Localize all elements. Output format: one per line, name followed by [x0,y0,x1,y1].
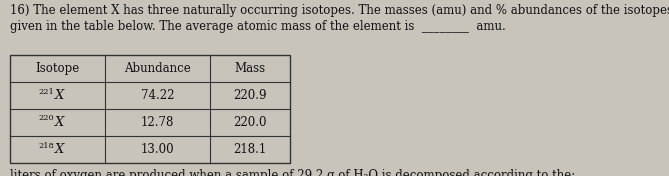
Text: given in the table below. The average atomic mass of the element is  ________  a: given in the table below. The average at… [10,20,506,33]
Text: 218.1: 218.1 [233,143,267,156]
Text: 220.9: 220.9 [233,89,267,102]
Text: 12.78: 12.78 [140,116,174,129]
Text: 221: 221 [39,87,54,96]
Bar [10,55,290,163]
Text: X: X [54,116,64,129]
Text: Mass: Mass [234,62,266,75]
Text: X: X [54,143,64,156]
Text: 220.0: 220.0 [233,116,267,129]
Text: X: X [54,89,64,102]
Text: 218: 218 [39,142,54,149]
Text: 13.00: 13.00 [140,143,175,156]
Text: Abundance: Abundance [124,62,191,75]
Text: Isotope: Isotope [35,62,80,75]
Text: 220: 220 [39,115,54,122]
Text: 16) The element X has three naturally occurring isotopes. The masses (amu) and %: 16) The element X has three naturally oc… [10,4,669,17]
Text: 74.22: 74.22 [140,89,174,102]
Text: liters of oxygen are produced when a sample of 29.2 g of H₂O is decomposed accor: liters of oxygen are produced when a sam… [10,169,575,176]
